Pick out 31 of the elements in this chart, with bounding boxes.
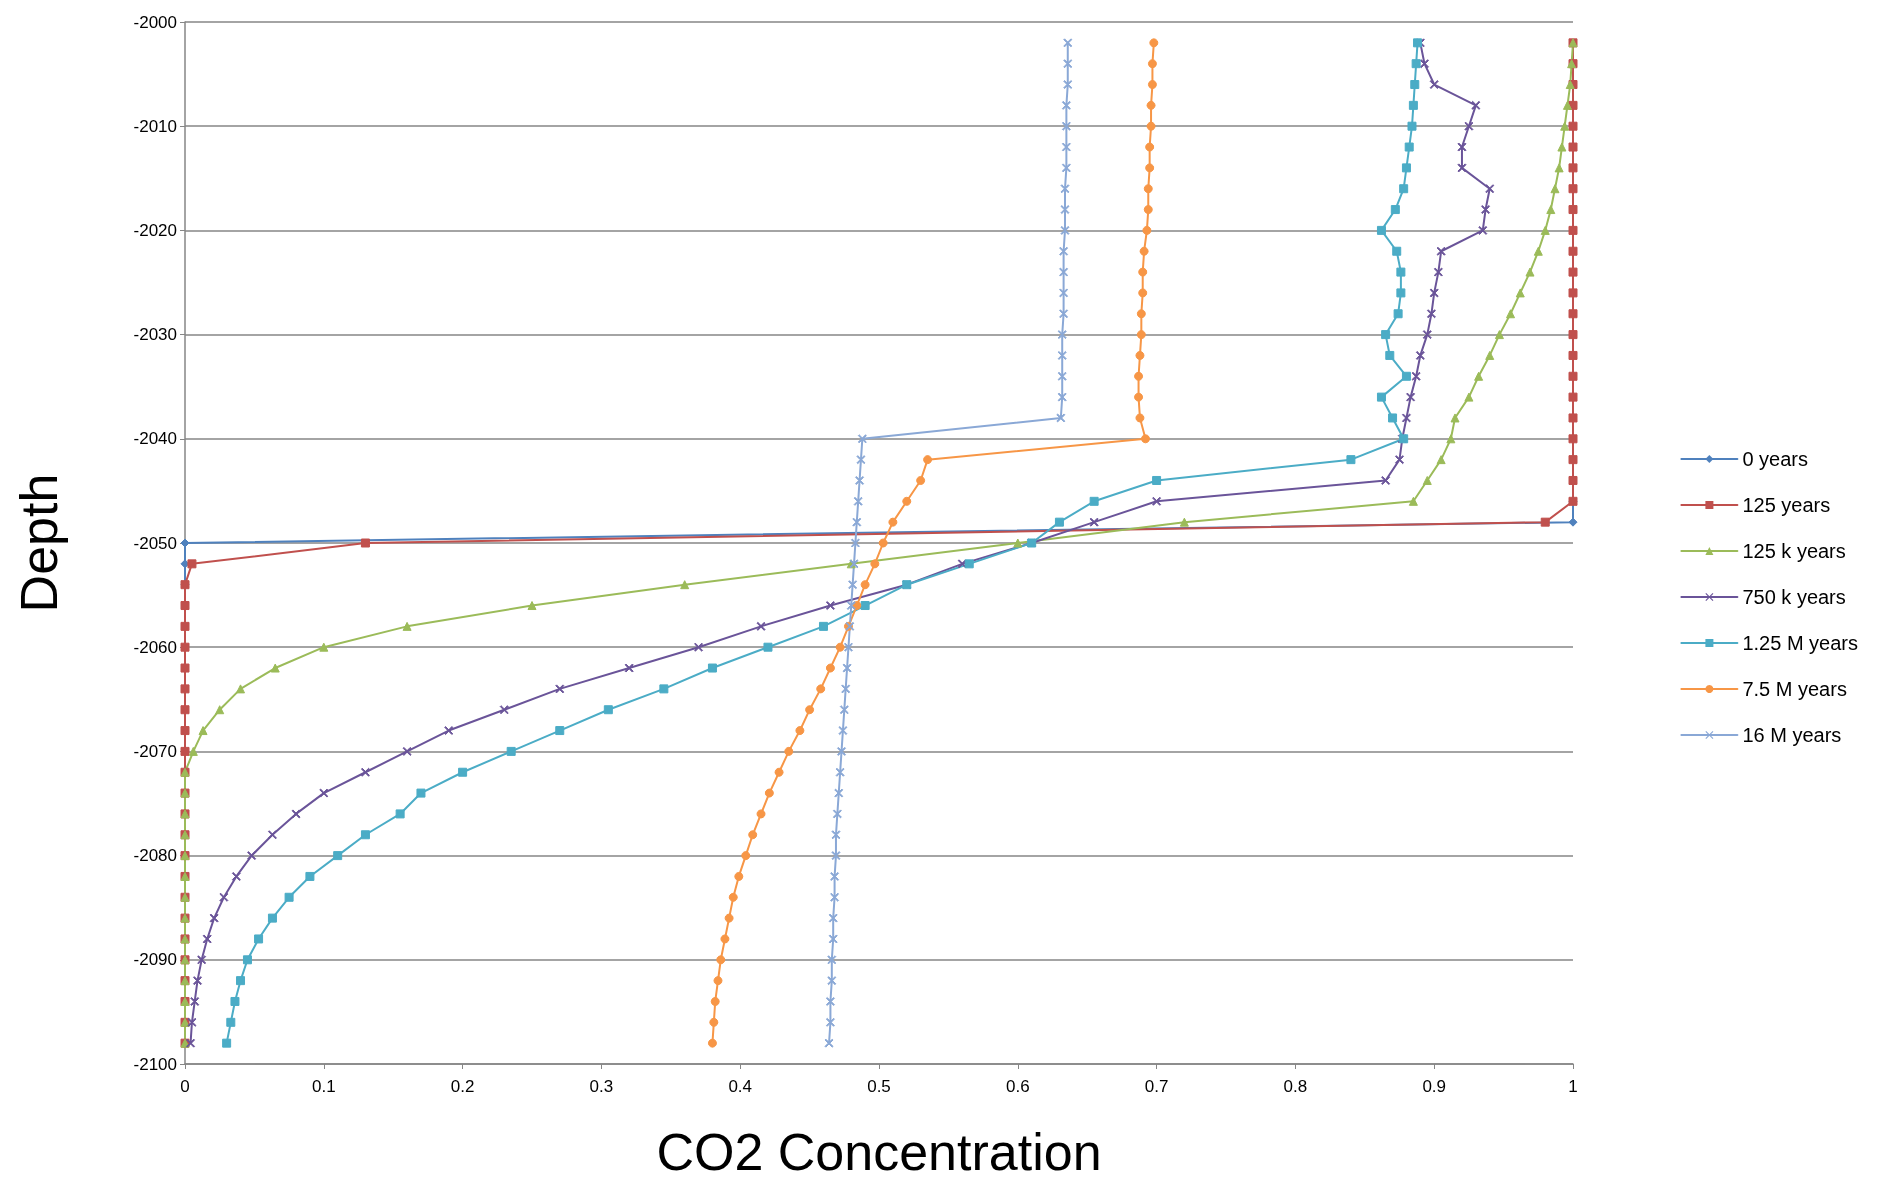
y-tick-label: -2090 <box>133 950 177 970</box>
legend-label: 16 M years <box>1742 724 1842 746</box>
x-tick-label: 0.5 <box>867 1077 891 1096</box>
x-tick-label: 0.3 <box>589 1077 614 1096</box>
x-tick-label: 1 <box>1568 1077 1578 1096</box>
y-tick-label: -2040 <box>133 429 177 449</box>
legend-label: 750 k years <box>1742 586 1846 608</box>
x-tick-label: 0.6 <box>1005 1077 1030 1096</box>
legend-label: 7.5 M years <box>1742 678 1847 700</box>
y-tick-label: -2000 <box>133 12 177 32</box>
y-tick-label: -2020 <box>133 220 177 240</box>
y-tick-label: -2070 <box>133 741 177 761</box>
y-tick-label: -2060 <box>133 637 177 657</box>
legend-label: 0 years <box>1742 448 1808 470</box>
x-tick-label: 0.4 <box>728 1077 753 1096</box>
legend-label: 125 k years <box>1742 540 1846 562</box>
x-tick-label: 0.1 <box>311 1077 336 1096</box>
x-tick-label: 0.7 <box>1144 1077 1169 1096</box>
x-axis-title: CO2 Concentration <box>656 1123 1102 1181</box>
y-tick-label: -2010 <box>133 116 177 136</box>
y-axis-title: Depth <box>10 473 68 613</box>
legend-label: 125 years <box>1742 494 1831 516</box>
y-tick-label: -2080 <box>133 846 177 866</box>
x-tick-label: 0.8 <box>1283 1077 1308 1096</box>
x-tick-label: 0 <box>180 1077 190 1096</box>
x-tick-label: 0.2 <box>450 1077 475 1096</box>
y-tick-label: -2050 <box>133 533 177 553</box>
y-tick-label: -2030 <box>133 325 177 345</box>
y-tick-label: -2100 <box>133 1054 177 1074</box>
x-tick-label: 0.9 <box>1422 1077 1447 1096</box>
legend-label: 1.25 M years <box>1742 632 1858 654</box>
